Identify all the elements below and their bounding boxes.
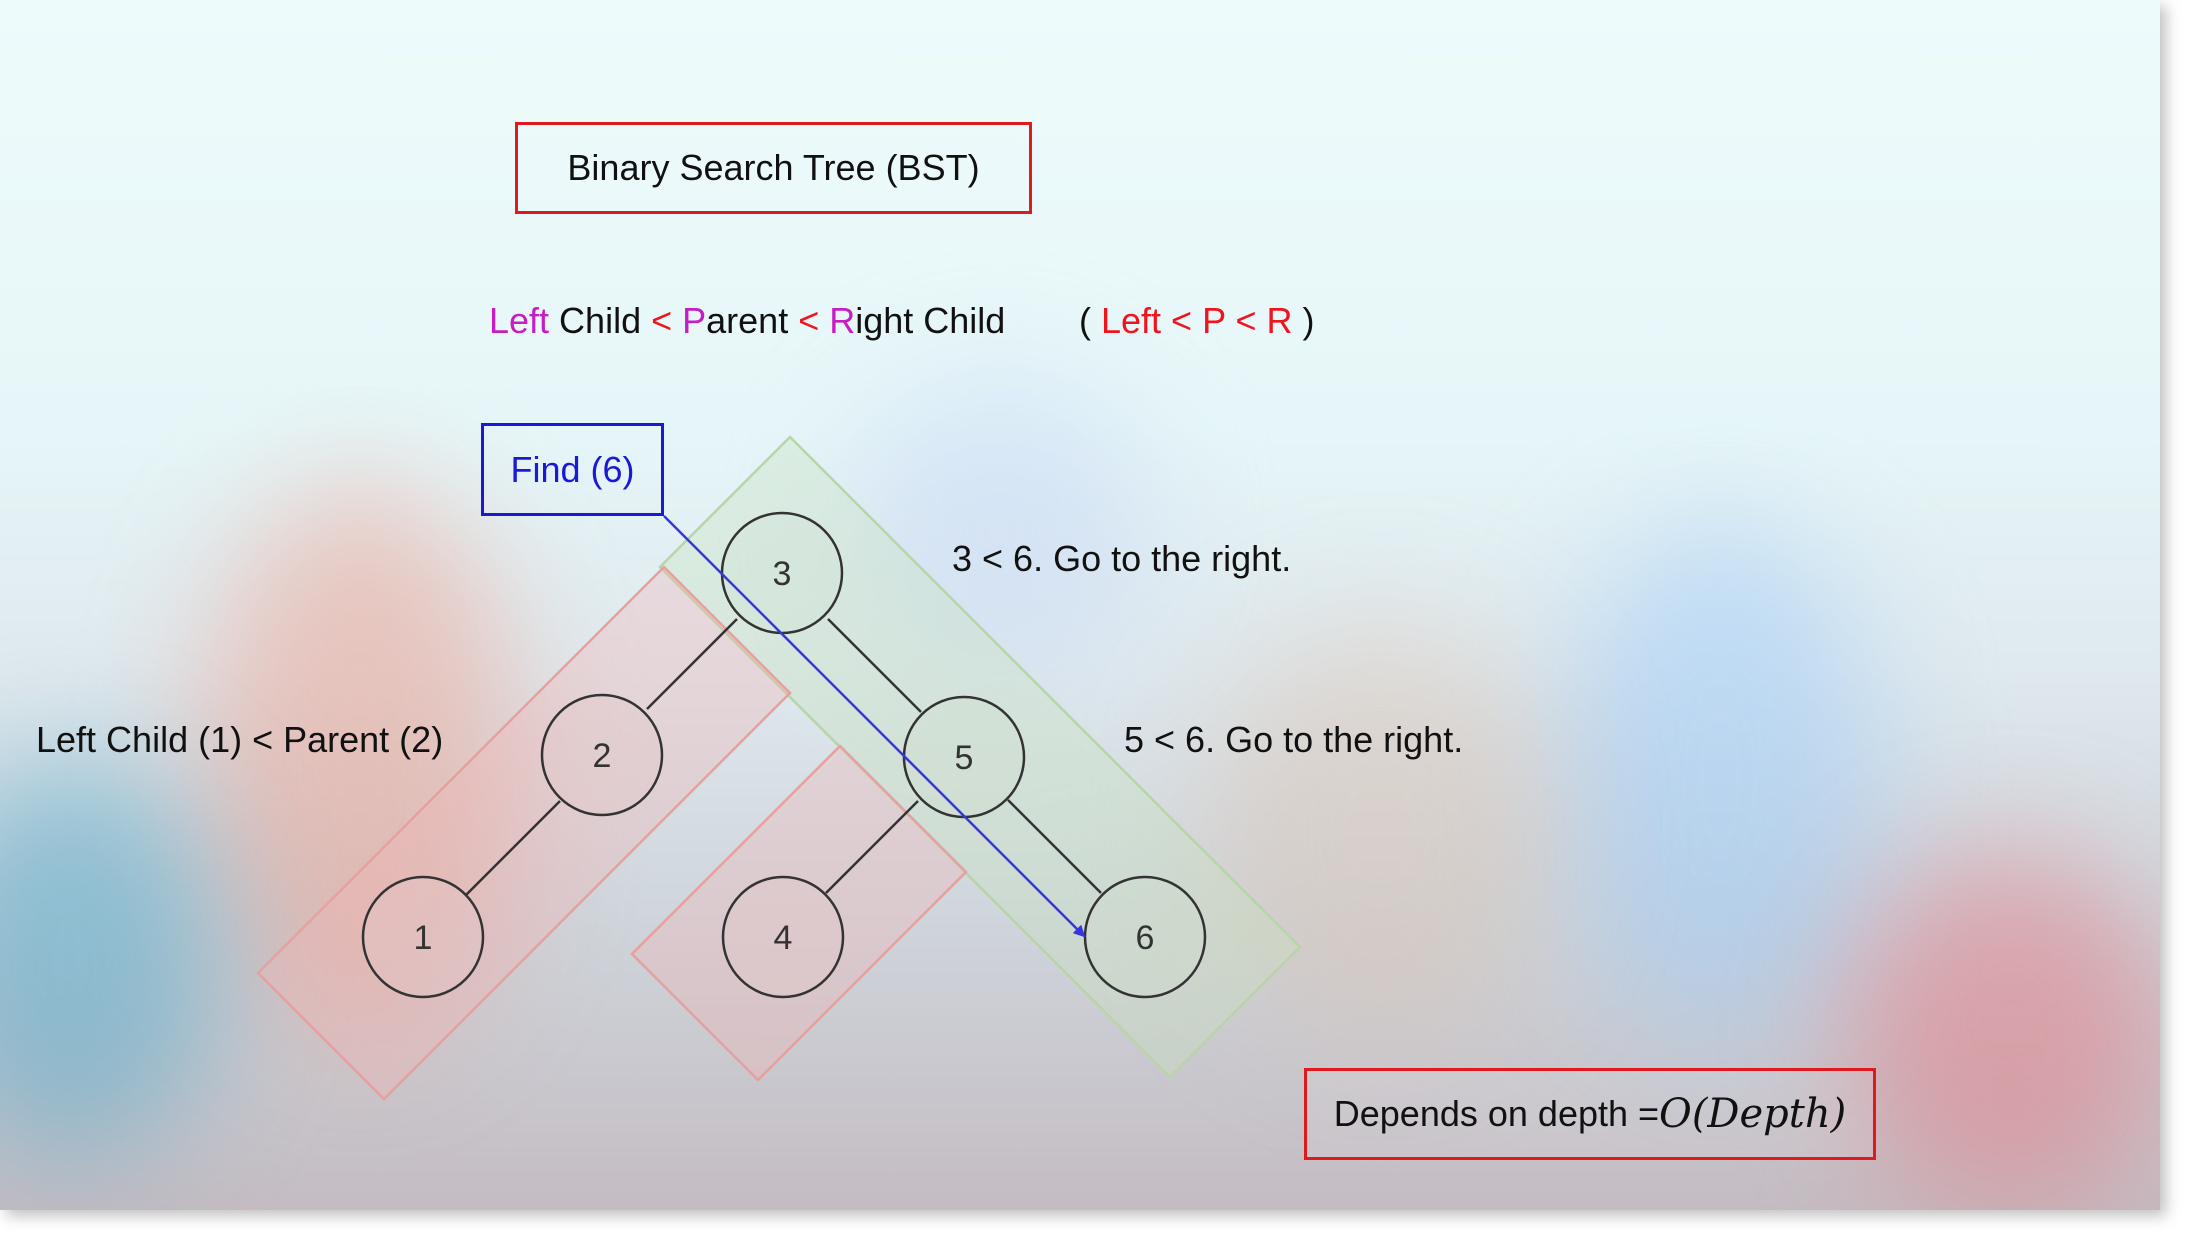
title-box: Binary Search Tree (BST) — [515, 122, 1032, 214]
rule-short-form: Left < P < R — [1091, 300, 1303, 341]
node-3: 3 — [720, 511, 844, 635]
right-path-region — [658, 435, 1302, 1079]
rule-parent-rest: arent — [706, 300, 799, 341]
rule-r-letter: R — [829, 300, 856, 341]
bg-blob — [1200, 620, 1560, 1040]
node-3-label: 3 — [773, 555, 792, 593]
rule-p-letter: P — [682, 300, 707, 341]
rule-left-word: Left — [489, 300, 550, 341]
rule-child: Child — [549, 300, 652, 341]
find-box: Find (6) — [481, 423, 664, 516]
node-4: 4 — [721, 875, 845, 999]
page-title: Binary Search Tree (BST) — [567, 147, 980, 188]
rule-paren-open: ( — [1079, 300, 1091, 341]
search-path-arrow — [663, 515, 1086, 938]
rule-less-than-2: < — [798, 300, 830, 341]
bg-blob — [1560, 520, 1880, 1040]
node-2: 2 — [540, 693, 664, 817]
complexity-box: Depends on depth = O(Depth) — [1304, 1068, 1876, 1160]
bst-rule: Left Child < Parent < Right Child — [489, 299, 1005, 343]
rule-right-child-rest: ight Child — [855, 300, 1006, 341]
complexity-math: O(Depth) — [1659, 1091, 1847, 1137]
bg-blob — [850, 380, 1150, 680]
diagram-canvas: 3 2 5 1 4 6 Binary Search Tree (BST) Lef… — [0, 0, 2160, 1210]
node-6-label: 6 — [1136, 919, 1155, 957]
lower-left-subtree-region — [630, 744, 968, 1082]
edge-5-4 — [825, 800, 919, 894]
node-6: 6 — [1083, 875, 1207, 999]
complexity-text: Depends on depth = — [1333, 1093, 1660, 1134]
node-5: 5 — [902, 695, 1026, 819]
rule-less-than-1: < — [651, 300, 683, 341]
node-5-label: 5 — [955, 739, 974, 777]
edge-3-5 — [827, 618, 922, 713]
node-4-label: 4 — [774, 919, 793, 957]
step1-annotation: 3 < 6. Go to the right. — [952, 538, 1292, 579]
edge-2-1 — [465, 800, 561, 896]
left-rule-annotation: Left Child (1) < Parent (2) — [36, 719, 444, 760]
bg-blob — [1850, 850, 2160, 1210]
find-label: Find (6) — [510, 448, 635, 490]
step2-annotation: 5 < 6. Go to the right. — [1124, 719, 1464, 760]
node-1-label: 1 — [414, 919, 433, 957]
node-1: 1 — [361, 875, 485, 999]
node-2-label: 2 — [593, 737, 612, 775]
bst-rule-short: ( Left < P < R ) — [1079, 299, 1314, 343]
rule-paren-close: ) — [1302, 300, 1315, 341]
bg-blob — [200, 480, 520, 1040]
tree-diagram: 3 2 5 1 4 6 — [256, 435, 1302, 1101]
edge-5-6 — [1007, 799, 1102, 894]
edge-3-2 — [646, 618, 738, 710]
